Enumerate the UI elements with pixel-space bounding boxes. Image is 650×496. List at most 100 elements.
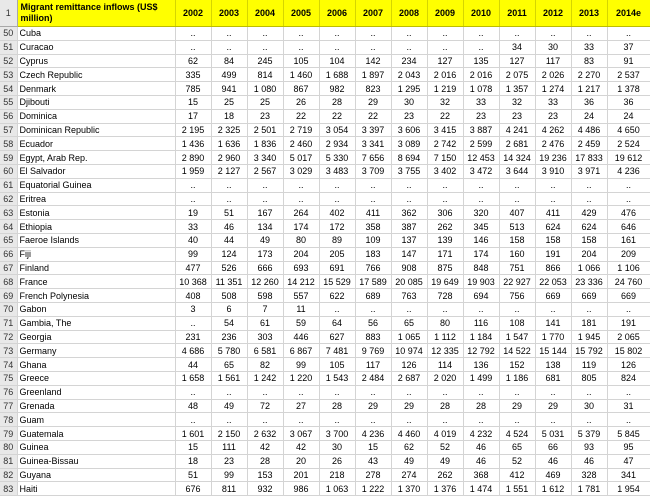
value-cell[interactable]: 231	[175, 330, 212, 345]
value-cell[interactable]: 2 127	[211, 164, 248, 179]
value-cell[interactable]: 408	[175, 288, 212, 303]
country-cell[interactable]: Ghana	[17, 357, 176, 372]
value-cell[interactable]: 17 589	[355, 274, 392, 290]
country-cell[interactable]: Equatorial Guinea	[17, 178, 176, 193]
value-cell[interactable]: 3 709	[355, 164, 392, 179]
value-cell[interactable]: 65	[211, 357, 248, 372]
value-cell[interactable]: 26	[283, 95, 320, 110]
value-cell[interactable]: 29	[499, 399, 536, 414]
value-cell[interactable]: 908	[391, 261, 428, 276]
value-cell[interactable]: 676	[175, 481, 212, 496]
value-cell[interactable]: 2 599	[463, 136, 500, 152]
value-cell[interactable]: 526	[211, 261, 248, 276]
value-cell[interactable]: 1 770	[535, 330, 572, 345]
value-cell[interactable]: ..	[463, 385, 500, 400]
value-cell[interactable]: 766	[355, 261, 392, 276]
value-cell[interactable]: ..	[499, 302, 536, 317]
value-cell[interactable]: 499	[211, 67, 248, 83]
value-cell[interactable]: ..	[391, 385, 428, 400]
value-cell[interactable]: 1 078	[463, 81, 500, 96]
value-cell[interactable]: 2 934	[319, 136, 356, 152]
value-cell[interactable]: ..	[355, 385, 392, 400]
value-cell[interactable]: ..	[606, 26, 650, 41]
row-number[interactable]: 58	[0, 136, 18, 152]
country-cell[interactable]: Gambia, The	[17, 316, 176, 331]
value-cell[interactable]: 33	[571, 40, 608, 55]
value-cell[interactable]: 95	[606, 440, 650, 455]
value-cell[interactable]: ..	[211, 40, 248, 55]
value-cell[interactable]: 29	[535, 399, 572, 414]
value-cell[interactable]: 3 054	[319, 123, 356, 138]
row-number[interactable]: 50	[0, 26, 18, 41]
value-cell[interactable]: ..	[175, 40, 212, 55]
value-cell[interactable]: 4 236	[606, 164, 650, 179]
value-cell[interactable]: ..	[319, 26, 356, 41]
value-cell[interactable]: 982	[319, 81, 356, 96]
value-cell[interactable]: 17	[175, 109, 212, 124]
value-cell[interactable]: 62	[175, 54, 212, 69]
row-number[interactable]: 73	[0, 343, 18, 359]
value-cell[interactable]: ..	[283, 192, 320, 207]
value-cell[interactable]: 46	[571, 454, 608, 469]
value-cell[interactable]: 2 632	[247, 426, 284, 441]
value-cell[interactable]: 46	[535, 454, 572, 469]
value-cell[interactable]: ..	[355, 26, 392, 41]
value-cell[interactable]: ..	[427, 192, 464, 207]
value-cell[interactable]: ..	[535, 192, 572, 207]
value-cell[interactable]: 218	[319, 468, 356, 483]
row-number[interactable]: 83	[0, 481, 18, 496]
row-number[interactable]: 54	[0, 81, 18, 96]
value-cell[interactable]: ..	[571, 26, 608, 41]
value-cell[interactable]: 513	[499, 219, 536, 234]
value-cell[interactable]: 93	[571, 440, 608, 455]
value-cell[interactable]: 28	[247, 454, 284, 469]
column-header-year[interactable]: 2008	[391, 0, 428, 27]
value-cell[interactable]: 4 486	[571, 123, 608, 138]
value-cell[interactable]: 814	[247, 67, 284, 83]
row-number[interactable]: 56	[0, 109, 18, 124]
value-cell[interactable]: ..	[319, 192, 356, 207]
value-cell[interactable]: ..	[175, 412, 212, 428]
value-cell[interactable]: 3 089	[391, 136, 428, 152]
row-number[interactable]: 61	[0, 178, 18, 193]
value-cell[interactable]: 7 481	[319, 343, 356, 359]
value-cell[interactable]: 429	[571, 205, 608, 221]
value-cell[interactable]: 44	[211, 233, 248, 248]
value-cell[interactable]: 1 945	[571, 330, 608, 345]
value-cell[interactable]: 23	[247, 109, 284, 124]
value-cell[interactable]: 3 971	[571, 164, 608, 179]
value-cell[interactable]: 15 802	[606, 343, 650, 359]
value-cell[interactable]: 22	[283, 109, 320, 124]
country-cell[interactable]: Denmark	[17, 81, 176, 96]
value-cell[interactable]: ..	[427, 40, 464, 55]
country-cell[interactable]: Guinea-Bissau	[17, 454, 176, 469]
value-cell[interactable]: 19 236	[535, 150, 572, 165]
value-cell[interactable]: 152	[499, 357, 536, 372]
value-cell[interactable]: 986	[283, 481, 320, 496]
value-cell[interactable]: 805	[571, 371, 608, 386]
value-cell[interactable]: 2 150	[211, 426, 248, 441]
value-cell[interactable]: 24	[571, 109, 608, 124]
value-cell[interactable]: 158	[499, 233, 536, 248]
country-cell[interactable]: Germany	[17, 343, 176, 359]
value-cell[interactable]: 681	[535, 371, 572, 386]
value-cell[interactable]: 15 144	[535, 343, 572, 359]
value-cell[interactable]: 1 601	[175, 426, 212, 441]
value-cell[interactable]: 23	[499, 109, 536, 124]
value-cell[interactable]: 1 499	[463, 371, 500, 386]
row-number[interactable]: 60	[0, 164, 18, 179]
value-cell[interactable]: 2 476	[535, 136, 572, 152]
value-cell[interactable]: 111	[211, 440, 248, 455]
value-cell[interactable]: 64	[319, 316, 356, 331]
value-cell[interactable]: ..	[355, 412, 392, 428]
value-cell[interactable]: ..	[355, 192, 392, 207]
value-cell[interactable]: 65	[499, 440, 536, 455]
value-cell[interactable]: 1 543	[319, 371, 356, 386]
value-cell[interactable]: 172	[319, 219, 356, 234]
value-cell[interactable]: 4 686	[175, 343, 212, 359]
value-cell[interactable]: 46	[463, 440, 500, 455]
value-cell[interactable]: 598	[247, 288, 284, 303]
value-cell[interactable]: ..	[211, 412, 248, 428]
value-cell[interactable]: 1 612	[535, 481, 572, 496]
value-cell[interactable]: 932	[247, 481, 284, 496]
